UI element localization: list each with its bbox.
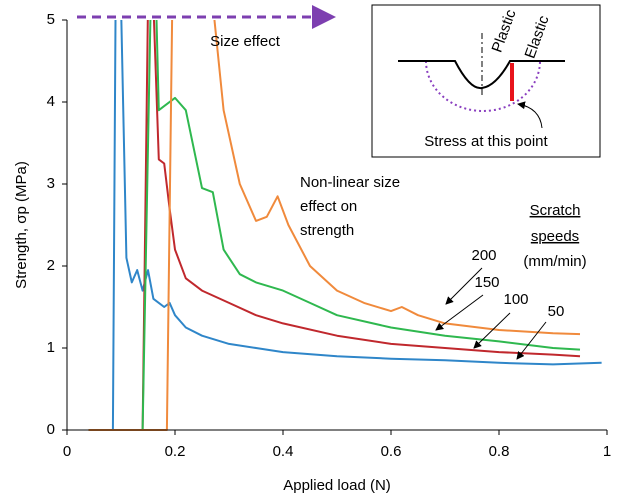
legend-label: 200 <box>471 247 496 264</box>
y-tick-label: 5 <box>47 11 55 28</box>
y-tick-label: 4 <box>47 93 55 110</box>
x-axis-label: Applied load (N) <box>283 477 391 494</box>
legend-title: speeds <box>531 228 579 245</box>
legend-arrow <box>473 312 511 349</box>
size-effect-label: Size effect <box>210 33 281 50</box>
inset: Plastic Elastic Stress at this point <box>371 4 601 158</box>
x-tick-label: 0.8 <box>489 443 510 460</box>
series-line <box>88 20 602 431</box>
series-line <box>88 20 581 431</box>
legend-label: 100 <box>503 291 528 308</box>
legend-arrow <box>435 294 484 331</box>
x-tick-label: 0.6 <box>381 443 402 460</box>
annotation: Non-linear size <box>300 174 400 191</box>
y-tick-label: 3 <box>47 175 55 192</box>
plot-area <box>88 20 602 431</box>
legend-title: (mm/min) <box>523 253 586 270</box>
series-line <box>88 20 581 431</box>
series-line <box>88 20 581 431</box>
y-tick-label: 0 <box>47 421 55 438</box>
annotation: effect on <box>300 198 357 215</box>
legend-arrow <box>516 321 547 360</box>
legend-arrow <box>445 267 483 305</box>
x-tick-label: 0 <box>63 443 71 460</box>
y-tick-label: 2 <box>47 257 55 274</box>
y-tick-label: 1 <box>47 339 55 356</box>
y-axis-label: Strength, σp (MPa) <box>13 161 30 289</box>
annotation: strength <box>300 222 354 239</box>
x-tick-label: 0.2 <box>165 443 186 460</box>
legend-title: Scratch <box>530 202 581 219</box>
x-tick-label: 1 <box>603 443 611 460</box>
legend-label: 50 <box>548 303 565 320</box>
x-tick-label: 0.4 <box>273 443 294 460</box>
inset-label: Stress at this point <box>424 133 548 150</box>
legend-label: 150 <box>474 274 499 291</box>
